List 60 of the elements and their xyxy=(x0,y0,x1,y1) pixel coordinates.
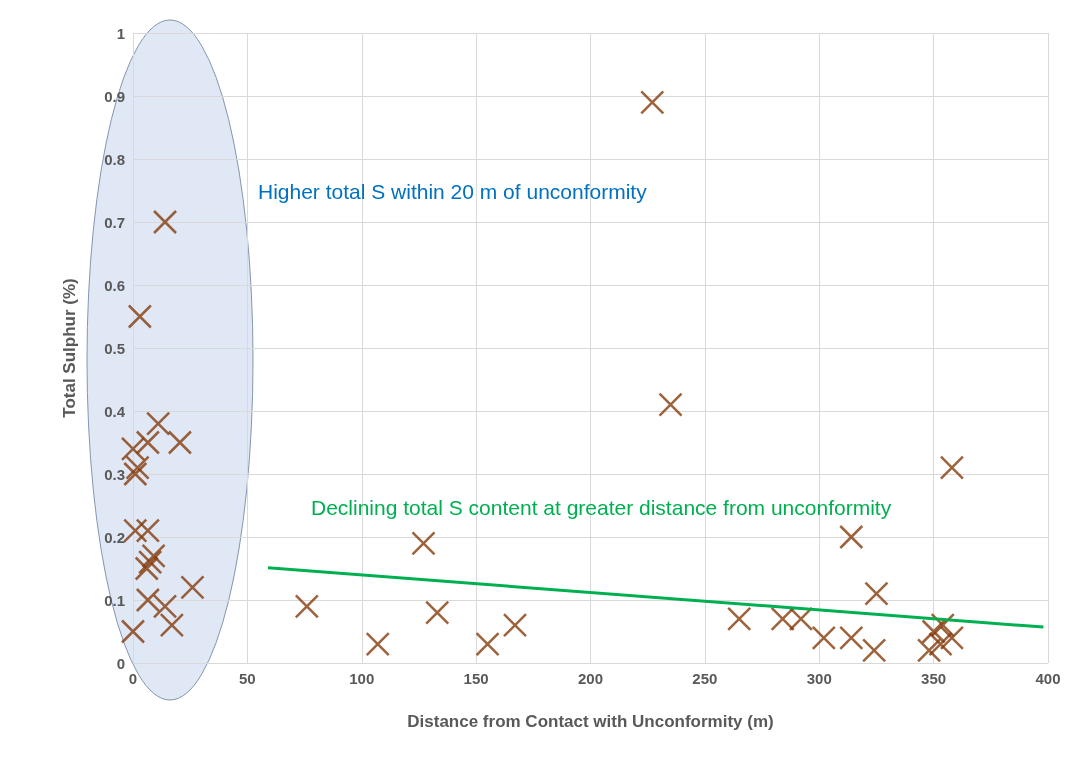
point xyxy=(180,575,205,600)
x-tick-label: 200 xyxy=(577,670,604,687)
point xyxy=(640,90,665,115)
point xyxy=(916,638,942,663)
point xyxy=(135,587,161,613)
point xyxy=(921,619,946,644)
point xyxy=(135,430,161,455)
point xyxy=(145,411,171,436)
point xyxy=(134,556,159,581)
point xyxy=(152,209,178,235)
point xyxy=(788,606,814,632)
y-tick-label: 0.3 xyxy=(104,465,125,483)
point xyxy=(141,543,166,569)
point xyxy=(811,625,837,651)
point xyxy=(294,594,320,619)
y-tick-label: 0 xyxy=(116,654,125,672)
x-axis-title: Distance from Contact with Unconformity (m) xyxy=(407,712,774,731)
x-tick-label: 100 xyxy=(349,670,375,687)
point xyxy=(152,594,178,619)
point xyxy=(411,531,436,556)
x-tick-label: 300 xyxy=(806,670,832,687)
point xyxy=(839,524,864,550)
point xyxy=(475,631,500,657)
point xyxy=(365,631,391,657)
point xyxy=(939,625,965,651)
point xyxy=(123,518,148,543)
annotation: Declining total S content at greater distance from unconformity xyxy=(311,495,892,519)
point xyxy=(658,392,683,417)
y-tick-label: 1 xyxy=(116,24,125,42)
x-tick-label: 50 xyxy=(239,670,256,687)
y-tick-label: 0.7 xyxy=(104,213,125,231)
point xyxy=(127,304,153,329)
y-tick-label: 0.5 xyxy=(104,339,125,357)
y-tick-label: 0.1 xyxy=(104,591,125,609)
x-tick-label: 350 xyxy=(921,670,947,687)
point xyxy=(770,606,795,632)
point xyxy=(424,600,450,625)
point xyxy=(137,549,163,575)
x-tick-label: 150 xyxy=(463,670,489,687)
y-tick-label: 0.6 xyxy=(104,276,125,294)
point xyxy=(726,606,752,632)
y-tick-label: 0.2 xyxy=(104,528,125,546)
point xyxy=(135,518,161,543)
y-tick-label: 0.4 xyxy=(104,402,126,420)
point xyxy=(167,430,193,455)
point xyxy=(159,612,185,638)
point xyxy=(120,619,146,644)
point xyxy=(864,581,889,606)
y-axis-title: Total Sulphur (%) xyxy=(60,278,79,418)
point xyxy=(839,625,864,651)
point xyxy=(939,455,965,480)
x-tick-label: 400 xyxy=(1035,670,1061,687)
x-tick-label: 250 xyxy=(692,670,718,687)
point xyxy=(861,638,887,663)
annotation: Higher total S within 20 m of unconformity xyxy=(258,179,648,203)
point xyxy=(125,455,150,480)
y-tick-label: 0.9 xyxy=(104,87,125,105)
point xyxy=(502,612,528,638)
x-tick-label: 0 xyxy=(128,670,138,687)
y-tick-label: 0.8 xyxy=(104,150,125,168)
